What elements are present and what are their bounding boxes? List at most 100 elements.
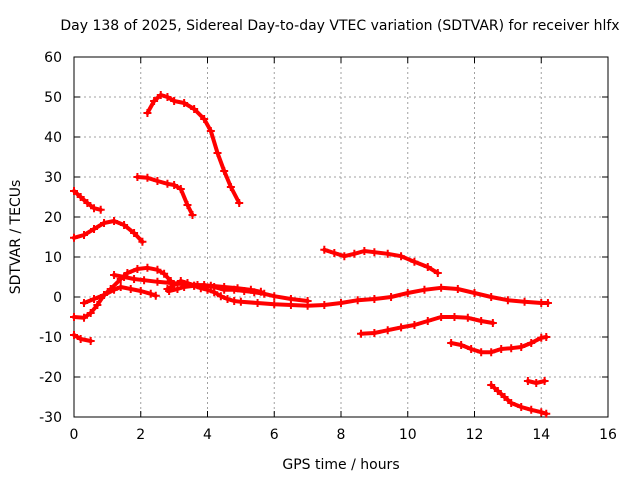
data-point xyxy=(170,181,179,189)
data-point xyxy=(110,285,119,294)
series-arc-8 xyxy=(165,281,312,305)
data-point xyxy=(90,204,99,213)
data-point xyxy=(303,297,312,305)
y-tick-label: 20 xyxy=(44,210,62,226)
chart-title: Day 138 of 2025, Sidereal Day-to-day VTE… xyxy=(60,18,620,34)
x-tick-label: 12 xyxy=(466,427,484,443)
data-point xyxy=(240,287,249,295)
data-point xyxy=(93,301,102,309)
data-point xyxy=(183,201,192,209)
data-point xyxy=(520,297,529,306)
data-point xyxy=(86,337,95,345)
data-point xyxy=(330,249,339,257)
data-point xyxy=(340,252,349,261)
data-point xyxy=(370,248,379,257)
data-layer xyxy=(70,91,552,418)
x-tick-label: 16 xyxy=(599,427,617,443)
y-tick-label: -30 xyxy=(39,410,62,426)
data-point xyxy=(320,245,329,254)
x-tick-label: 8 xyxy=(337,427,346,443)
data-point xyxy=(397,323,406,332)
data-point xyxy=(542,333,551,341)
data-point xyxy=(70,331,78,339)
data-point xyxy=(517,343,526,351)
data-point xyxy=(90,295,99,303)
data-point xyxy=(353,296,362,305)
data-point xyxy=(116,283,125,291)
data-point xyxy=(156,91,165,99)
data-point xyxy=(423,263,432,271)
data-point xyxy=(83,199,92,207)
series-line xyxy=(489,383,549,416)
data-point xyxy=(507,344,516,353)
data-point xyxy=(493,387,502,395)
data-point xyxy=(540,377,549,385)
series-arc-10 xyxy=(133,173,197,219)
tick-layer: 0 2 4 6 8 10 12 14 16 -30 -20 -10 0 10 20 30 40 50 60 xyxy=(39,50,617,443)
data-point xyxy=(200,115,209,123)
data-point xyxy=(120,273,129,281)
data-point xyxy=(163,93,172,101)
data-point xyxy=(286,295,295,303)
data-point xyxy=(250,288,259,297)
data-point xyxy=(230,285,239,294)
data-point xyxy=(80,313,89,322)
data-point xyxy=(153,277,162,286)
data-point xyxy=(170,97,179,105)
data-point xyxy=(420,285,429,294)
data-point xyxy=(213,149,222,157)
data-point xyxy=(270,292,279,301)
series-arc-3 xyxy=(70,263,175,322)
y-tick-label: -20 xyxy=(39,370,62,386)
data-point xyxy=(470,289,479,297)
data-point xyxy=(143,263,152,272)
x-tick-label: 4 xyxy=(203,427,212,443)
data-point xyxy=(100,291,109,299)
data-point xyxy=(226,183,235,191)
data-point xyxy=(165,287,174,295)
data-point xyxy=(216,292,225,301)
data-point xyxy=(160,269,169,278)
data-point xyxy=(153,177,162,185)
data-point xyxy=(100,219,109,227)
data-point xyxy=(532,379,541,387)
data-point xyxy=(230,297,239,305)
data-point xyxy=(537,299,546,307)
data-point xyxy=(126,285,135,293)
data-point xyxy=(527,405,536,414)
data-point xyxy=(133,265,142,273)
data-point xyxy=(350,249,359,258)
data-point xyxy=(210,283,219,291)
series-arc-15 xyxy=(523,377,549,387)
data-point xyxy=(517,403,526,411)
data-point xyxy=(403,289,412,297)
data-point xyxy=(143,109,152,117)
data-point xyxy=(437,283,446,292)
data-point xyxy=(146,289,155,298)
data-point xyxy=(423,317,432,325)
series-arc-11 xyxy=(320,245,442,277)
x-axis-label: GPS time / hours xyxy=(282,457,400,473)
data-point xyxy=(542,409,551,418)
x-tick-label: 10 xyxy=(399,427,417,443)
data-point xyxy=(96,205,105,214)
data-point xyxy=(387,293,396,301)
data-point xyxy=(176,277,185,285)
x-tick-label: 6 xyxy=(270,427,279,443)
data-point xyxy=(477,317,486,325)
y-tick-label: 60 xyxy=(44,50,62,66)
data-point xyxy=(136,287,145,295)
data-point xyxy=(253,299,262,307)
data-point xyxy=(220,167,229,175)
y-tick-label: 40 xyxy=(44,130,62,146)
data-point xyxy=(477,348,486,357)
data-point xyxy=(173,285,182,293)
data-point xyxy=(523,377,532,385)
series-arc-1 xyxy=(70,187,105,214)
data-point xyxy=(370,329,379,337)
data-point xyxy=(235,199,244,207)
y-tick-label: 30 xyxy=(44,170,62,186)
data-point xyxy=(143,173,152,182)
data-point xyxy=(236,297,245,306)
